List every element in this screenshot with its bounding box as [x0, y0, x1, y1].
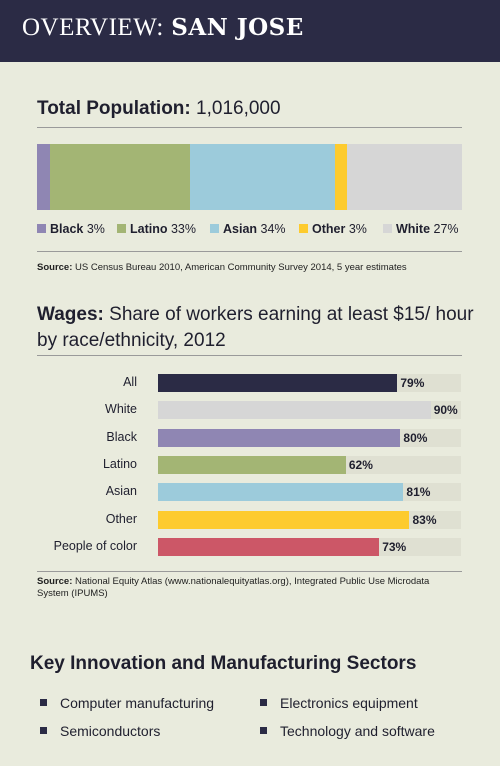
data-label: 81%	[406, 485, 431, 500]
bullet-icon	[40, 727, 47, 734]
bullet-icon	[260, 727, 267, 734]
legend-label: Latino	[130, 222, 168, 236]
title-city: SAN JOSE	[171, 14, 304, 41]
source-text: US Census Bureau 2010, American Communit…	[75, 262, 407, 273]
data-label: 83%	[412, 512, 437, 527]
wages-title-text: Share of workers earning at least $15/ h…	[37, 304, 474, 351]
sector-label: Computer manufacturing	[60, 695, 215, 711]
bullet-icon	[40, 699, 47, 706]
divider	[37, 571, 462, 572]
wages-title: Wages: Share of workers earning at least…	[37, 302, 477, 354]
legend-item-white: White 27%	[383, 222, 459, 236]
sector-item: Computer manufacturing	[40, 695, 214, 711]
sectors-title: Key Innovation and Manufacturing Sectors	[30, 653, 417, 674]
data-label: 79%	[400, 376, 425, 390]
legend-value: 34%	[257, 222, 286, 236]
sector-item: Electronics equipment	[260, 695, 418, 711]
legend-swatch	[383, 224, 392, 233]
category-label: Other	[105, 511, 137, 526]
legend-label: Black	[50, 222, 84, 236]
category-label: White	[105, 402, 137, 417]
bar	[158, 428, 401, 447]
population-segment-latino	[49, 144, 190, 210]
header-banner: OVERVIEW: SAN JOSE	[0, 0, 500, 62]
population-source: Source: US Census Bureau 2010, American …	[37, 262, 407, 274]
sector-label: Semiconductors	[60, 723, 161, 739]
sector-item: Semiconductors	[40, 723, 160, 739]
divider	[37, 127, 462, 128]
population-segment-white	[347, 144, 462, 210]
divider	[37, 251, 462, 252]
data-label: 62%	[348, 457, 373, 472]
legend-value: 3%	[83, 222, 105, 236]
population-segment-asian	[190, 144, 335, 210]
population-segment-black	[37, 144, 50, 210]
bar	[158, 374, 398, 392]
legend-item-black: Black 3%	[37, 222, 105, 236]
category-label: Black	[106, 429, 137, 444]
legend-label: White	[396, 222, 431, 236]
legend-swatch	[210, 224, 219, 233]
data-label: 80%	[403, 430, 428, 445]
bar	[158, 483, 404, 502]
bar-track: 73%	[158, 537, 461, 556]
category-label: All	[123, 375, 137, 389]
legend-swatch	[117, 224, 126, 233]
sector-item: Technology and software	[260, 723, 435, 739]
legend-value: 27%	[430, 222, 459, 236]
population-stacked-bar	[37, 144, 462, 210]
bar-track: 83%	[158, 510, 461, 529]
bar-track: 90%	[158, 401, 461, 420]
legend-value: 33%	[167, 222, 196, 236]
sector-label: Electronics equipment	[280, 695, 418, 711]
bar	[158, 401, 431, 420]
population-segment-other	[334, 144, 348, 210]
bar	[158, 510, 410, 529]
page-title: OVERVIEW: SAN JOSE	[22, 13, 304, 42]
legend-label: Other	[312, 222, 346, 236]
data-label: 73%	[382, 539, 407, 554]
bullet-icon	[260, 699, 267, 706]
sector-label: Technology and software	[280, 723, 435, 739]
population-label: Total Population:	[37, 98, 191, 119]
legend-value: 3%	[345, 222, 367, 236]
legend-item-other: Other 3%	[299, 222, 367, 236]
population-title: Total Population: 1,016,000	[37, 98, 281, 120]
source-text: National Equity Atlas (www.nationalequit…	[37, 576, 430, 599]
category-label: Latino	[102, 456, 137, 471]
bar	[158, 537, 380, 556]
population-legend: Black 3% Latino 33% Asian 34% Other 3% White…	[37, 222, 467, 238]
legend-label: Asian	[223, 222, 258, 236]
bar-track: 79%	[158, 374, 461, 392]
legend-item-asian: Asian 34%	[210, 222, 286, 236]
legend-swatch	[37, 224, 46, 233]
source-label: Source:	[37, 576, 73, 587]
bar-track: 80%	[158, 428, 461, 447]
title-prefix: OVERVIEW:	[22, 14, 164, 41]
legend-swatch	[299, 224, 308, 233]
data-label: 90%	[433, 403, 458, 418]
population-value: 1,016,000	[196, 98, 281, 119]
bar-track: 62%	[158, 455, 461, 474]
category-label: Asian	[105, 484, 137, 499]
wages-title-label: Wages:	[37, 304, 104, 325]
category-label: People of color	[53, 538, 137, 553]
bar	[158, 455, 346, 474]
source-label: Source:	[37, 262, 73, 273]
wages-source: Source: National Equity Atlas (www.natio…	[37, 576, 457, 600]
legend-item-latino: Latino 33%	[117, 222, 196, 236]
divider	[37, 355, 462, 356]
bar-track: 81%	[158, 483, 461, 502]
